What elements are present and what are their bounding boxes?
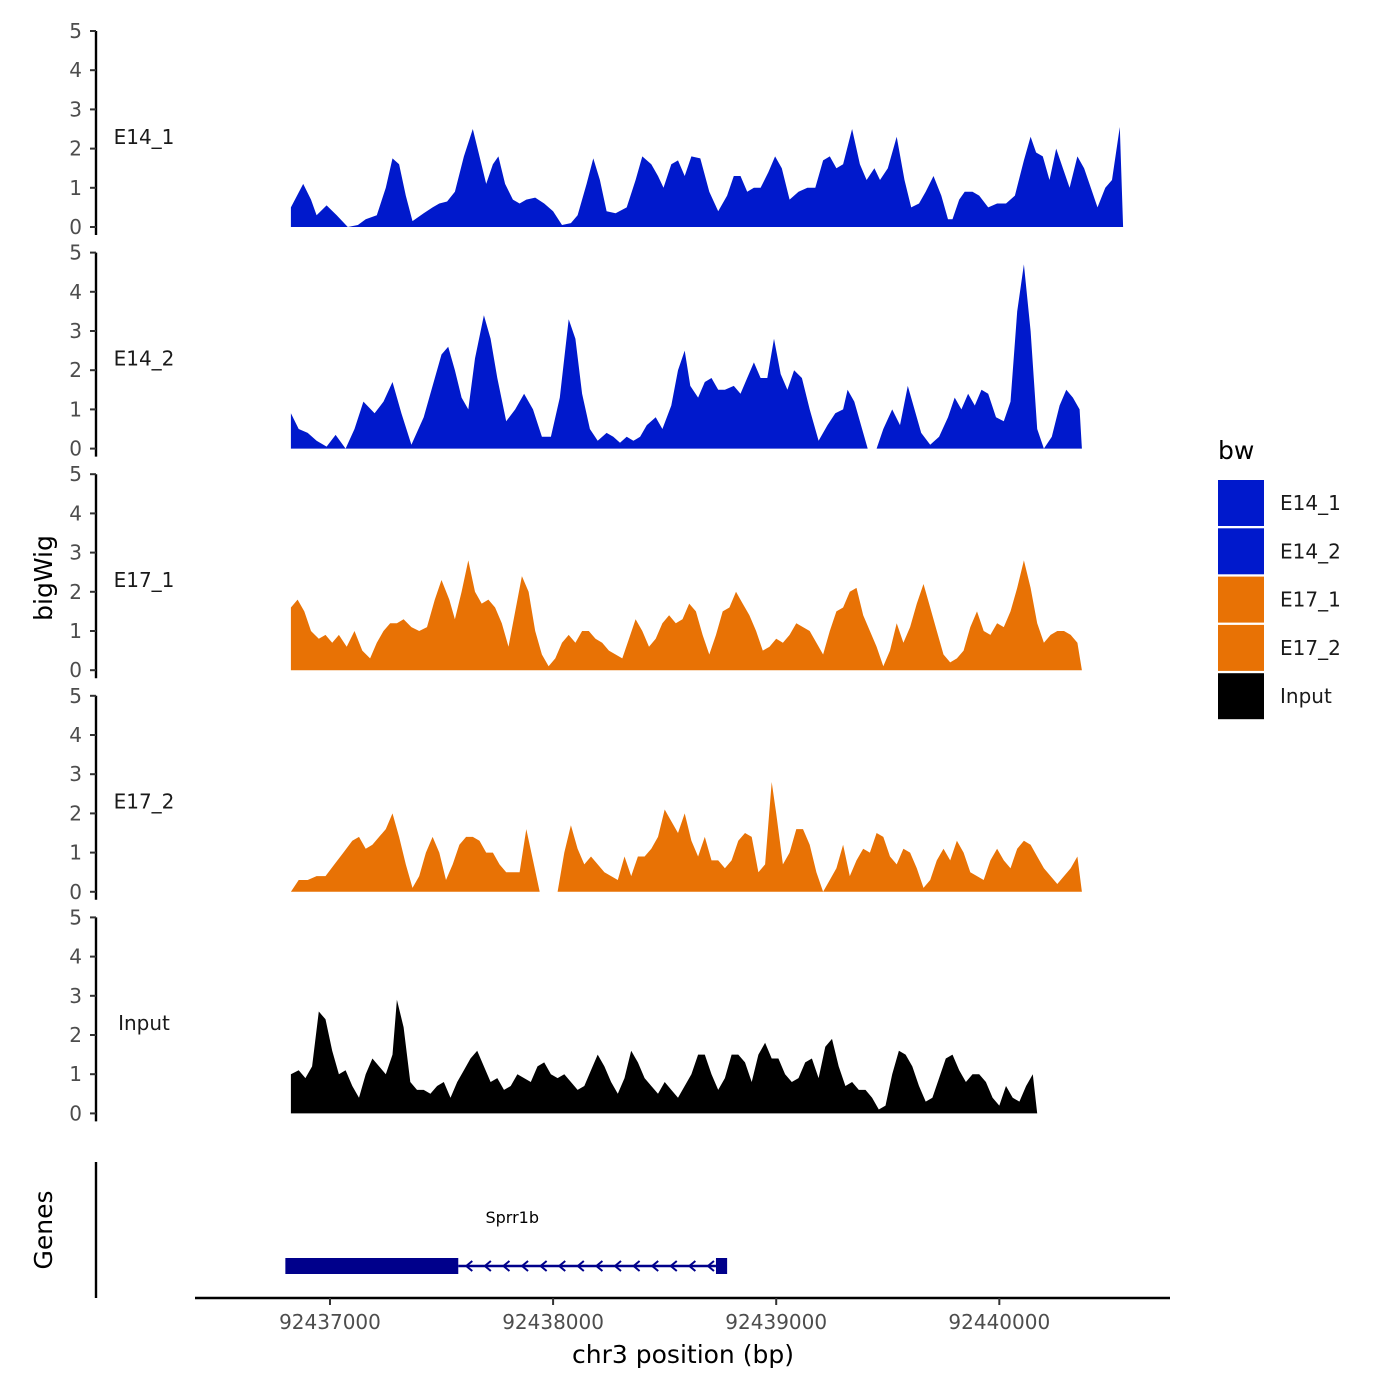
y-tick-label: 0: [69, 215, 82, 239]
x-tick-label: 92440000: [948, 1310, 1050, 1334]
strand-chevron: [576, 1260, 585, 1272]
track-input: 0 1 2 3 4 5 Input: [69, 905, 1038, 1125]
y-tick-label: 5: [69, 684, 82, 708]
gene-sprr1b: Sprr1b: [285, 1208, 728, 1274]
track-e17-2: 0 1 2 3 4 5 E17_2: [69, 684, 1082, 904]
legend-label: E14_1: [1280, 491, 1341, 515]
track-e14-2: 0 1 2 3 4 5 E14_2: [69, 241, 1082, 461]
signal-tracks: 0 1 2 3 4 5 E14_1 0 1 2 3 4 5 E14_2 0 1 2 3 4 5 E17_1 0 1 2 3 4 5 E…: [69, 19, 1124, 1125]
y-tick-label: 1: [69, 176, 82, 200]
y-tick-label: 4: [69, 945, 82, 969]
legend: bw E14_1 E14_2 E17_1 E17_2 Input: [1218, 436, 1341, 720]
y-tick-label: 5: [69, 905, 82, 929]
legend-label: E17_1: [1280, 588, 1341, 612]
legend-label: E17_2: [1280, 636, 1341, 660]
y-tick-label: 3: [69, 319, 82, 343]
y-tick-label: 3: [69, 97, 82, 121]
y-tick-label: 0: [69, 1101, 82, 1125]
y-tick-label: 3: [69, 984, 82, 1008]
legend-label: E14_2: [1280, 539, 1341, 563]
track-label: E17_1: [114, 568, 175, 592]
gene-exon: [715, 1258, 728, 1274]
legend-swatch: [1218, 480, 1264, 526]
y-tick-label: 4: [69, 58, 82, 82]
y-tick-label: 4: [69, 723, 82, 747]
y-tick-label: 0: [69, 437, 82, 461]
y-tick-label: 5: [69, 462, 82, 486]
legend-label: Input: [1280, 684, 1332, 708]
legend-item-e14-2: E14_2: [1218, 528, 1341, 575]
signal-area-e14-1: [290, 127, 1124, 227]
legend-item-e14-1: E14_1: [1218, 480, 1341, 526]
gene-label: Sprr1b: [485, 1208, 539, 1227]
strand-chevron: [539, 1260, 548, 1272]
strand-chevron: [464, 1260, 473, 1272]
legend-swatch: [1218, 673, 1264, 720]
legend-swatch: [1218, 624, 1264, 671]
legend-items: E14_1 E14_2 E17_1 E17_2 Input: [1218, 480, 1341, 720]
track-e14-1: 0 1 2 3 4 5 E14_1: [69, 19, 1124, 239]
legend-swatch: [1218, 528, 1264, 575]
track-label: E17_2: [114, 790, 175, 814]
legend-title: bw: [1218, 436, 1254, 465]
x-tick-label: 92439000: [725, 1310, 827, 1334]
y-tick-label: 4: [69, 280, 82, 304]
signal-area-input: [290, 999, 1038, 1114]
signal-area-e14-2: [290, 264, 1082, 449]
strand-chevron: [632, 1260, 641, 1272]
y-tick-label: 1: [69, 841, 82, 865]
strand-chevron: [520, 1260, 529, 1272]
strand-chevron: [650, 1260, 659, 1272]
y-tick-label: 2: [69, 801, 82, 825]
strand-chevron: [501, 1260, 511, 1272]
strand-chevron: [669, 1260, 678, 1272]
y-axis-title: bigWig: [29, 535, 58, 621]
legend-swatch: [1218, 576, 1264, 623]
strand-chevron: [706, 1260, 715, 1272]
x-tick-label: 92437000: [279, 1310, 381, 1334]
x-tick-label: 92438000: [502, 1310, 604, 1334]
x-axis: 92437000 92438000 92439000 92440000 chr3 po…: [195, 1296, 1170, 1369]
strand-chevron: [557, 1260, 566, 1272]
y-tick-label: 0: [69, 880, 82, 904]
signal-area-e17-2: [290, 782, 1082, 892]
x-axis-title: chr3 position (bp): [572, 1340, 794, 1369]
track-label: E14_2: [114, 346, 175, 370]
gene-models: Sprr1b: [285, 1208, 728, 1274]
x-ticks: 92437000 92438000 92439000 92440000: [279, 1298, 1050, 1334]
track-e17-1: 0 1 2 3 4 5 E17_1: [69, 462, 1082, 682]
gene-exon: [285, 1258, 459, 1274]
y-tick-label: 2: [69, 358, 82, 382]
y-tick-label: 1: [69, 1062, 82, 1086]
y-tick-label: 3: [69, 762, 82, 786]
strand-chevron: [483, 1260, 492, 1272]
strand-chevron: [594, 1260, 604, 1272]
y-tick-label: 5: [69, 19, 82, 43]
y-tick-label: 2: [69, 1023, 82, 1047]
legend-item-e17-1: E17_1: [1218, 576, 1341, 623]
track-label: E14_1: [114, 125, 175, 149]
y-tick-label: 5: [69, 241, 82, 265]
genes-axis-title: Genes: [29, 1190, 58, 1269]
genes-panel: Genes Sprr1b: [29, 1162, 728, 1298]
strand-chevron: [687, 1260, 697, 1272]
track-label: Input: [118, 1011, 170, 1035]
legend-item-e17-2: E17_2: [1218, 624, 1341, 671]
y-tick-label: 4: [69, 501, 82, 525]
y-tick-label: 3: [69, 541, 82, 565]
signal-area-e17-1: [290, 560, 1082, 671]
y-tick-label: 0: [69, 658, 82, 682]
y-tick-label: 2: [69, 580, 82, 604]
strand-chevron: [613, 1260, 622, 1272]
y-tick-label: 1: [69, 397, 82, 421]
y-tick-label: 1: [69, 619, 82, 643]
y-tick-label: 2: [69, 137, 82, 161]
legend-item-input: Input: [1218, 673, 1332, 720]
